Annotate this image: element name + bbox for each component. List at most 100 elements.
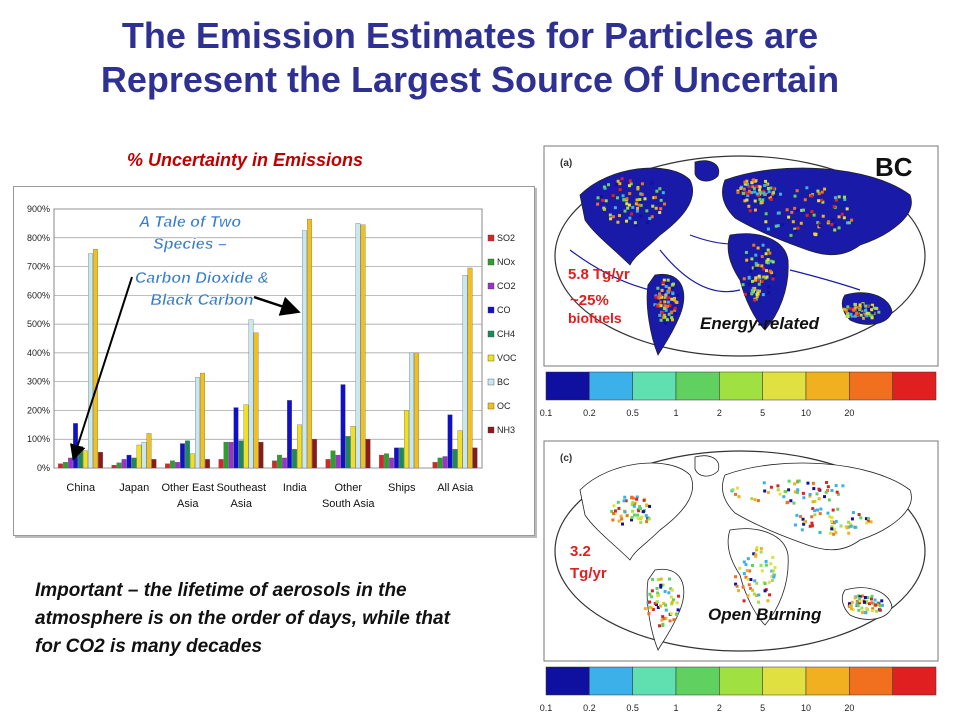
emission-cell: [628, 216, 632, 220]
emission-cell: [874, 609, 878, 613]
y-tick-label: 700%: [27, 262, 50, 272]
emission-cell: [837, 226, 841, 230]
emission-cell: [659, 207, 663, 211]
emission-cell: [753, 498, 757, 502]
emission-cell: [646, 601, 650, 605]
emission-cell: [662, 601, 666, 605]
emission-cell: [647, 612, 651, 616]
emission-cell: [650, 215, 654, 219]
emission-cell: [661, 315, 665, 319]
bar-so2-0: [58, 463, 63, 469]
emission-cell: [749, 586, 753, 590]
continent-africa: [727, 233, 789, 331]
emission-cell: [862, 312, 866, 316]
bar-co2-6: [389, 457, 394, 469]
emission-cell: [616, 220, 620, 224]
emission-cell: [801, 517, 805, 521]
emission-cell: [731, 488, 735, 492]
emission-cell: [640, 192, 644, 196]
emission-cell: [764, 212, 768, 216]
legend-swatch: [487, 258, 495, 266]
emission-cell: [847, 531, 851, 535]
emission-cell: [651, 204, 655, 208]
emission-cell: [744, 191, 748, 195]
emission-cell: [850, 218, 854, 222]
emission-cell: [638, 505, 642, 509]
emission-cell: [666, 304, 670, 308]
emission-cell: [758, 276, 762, 280]
emission-cell: [761, 243, 765, 247]
emission-cell: [661, 191, 665, 195]
emission-cell: [755, 184, 759, 188]
emission-cell: [862, 305, 866, 309]
shipping-lane: [789, 269, 861, 291]
emission-cell: [659, 577, 663, 581]
emission-cell: [753, 199, 757, 203]
emission-cell: [833, 196, 837, 200]
emission-cell: [869, 305, 873, 309]
bar-so2-5: [325, 459, 331, 469]
emission-cell: [664, 608, 668, 612]
emission-cell: [661, 583, 665, 587]
emission-cell: [867, 311, 871, 315]
emission-cell: [645, 503, 649, 507]
emission-cell: [868, 313, 872, 317]
emission-cell: [658, 187, 662, 191]
emission-cell: [767, 285, 771, 289]
annotation-text: Species –: [153, 236, 227, 253]
emission-cell: [755, 548, 759, 552]
emission-cell: [648, 592, 652, 596]
emission-cell: [860, 310, 864, 314]
emission-cell: [673, 296, 677, 300]
emission-cell: [878, 608, 882, 612]
emission-cell: [808, 492, 812, 496]
colorbar-tick: 1: [673, 408, 678, 418]
emission-cell: [765, 260, 769, 264]
emission-cell: [653, 303, 657, 307]
emission-cell: [660, 288, 664, 292]
bar-co-6: [394, 447, 399, 469]
bar-co2-1: [121, 459, 127, 469]
emission-cell: [848, 522, 852, 526]
emission-cell: [738, 566, 742, 570]
continent-europe-asia: [722, 462, 912, 551]
emission-cell: [768, 593, 772, 597]
emission-cell: [874, 603, 878, 607]
colorbar-segment: [589, 666, 633, 696]
emission-cell: [862, 316, 866, 320]
x-tick-label: Ships: [388, 482, 416, 494]
emission-cell: [812, 213, 816, 217]
bar-bc-6: [409, 352, 414, 469]
emission-cell: [873, 598, 877, 602]
emission-cell: [870, 303, 874, 307]
emission-cell: [795, 208, 799, 212]
emission-cell: [641, 510, 645, 514]
emission-cell: [619, 514, 623, 518]
emission-cell: [676, 608, 680, 612]
emission-cell: [736, 589, 740, 593]
emission-cell: [793, 227, 797, 231]
legend-label: VOC: [497, 353, 517, 363]
emission-cell: [648, 600, 652, 604]
emission-cell: [663, 300, 667, 304]
emission-cell: [845, 207, 849, 211]
emission-cell: [624, 499, 628, 503]
emission-cell: [756, 246, 760, 250]
colorbar-segment: [849, 371, 893, 401]
emission-cell: [628, 192, 632, 196]
emission-cell: [770, 271, 774, 275]
panel-letter-c: (c): [560, 453, 573, 464]
emission-cell: [780, 223, 784, 227]
emission-cell: [746, 594, 750, 598]
emission-cell: [862, 600, 866, 604]
emission-cell: [816, 221, 820, 225]
emission-cell: [754, 594, 758, 598]
colorbar-segment: [805, 666, 850, 696]
emission-cell: [618, 188, 622, 192]
emission-cell: [811, 507, 815, 511]
emission-cell: [811, 500, 815, 504]
emission-cell: [755, 546, 759, 550]
colorbar-tick: 10: [801, 703, 811, 713]
emission-cell: [627, 203, 631, 207]
emission-cell: [767, 291, 771, 295]
